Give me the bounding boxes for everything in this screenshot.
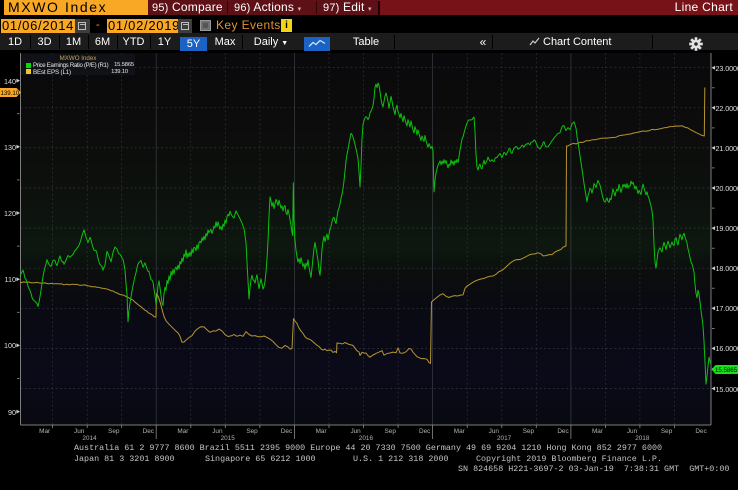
svg-text:139.10: 139.10 xyxy=(1,90,20,97)
svg-text:15.5865: 15.5865 xyxy=(715,367,738,374)
